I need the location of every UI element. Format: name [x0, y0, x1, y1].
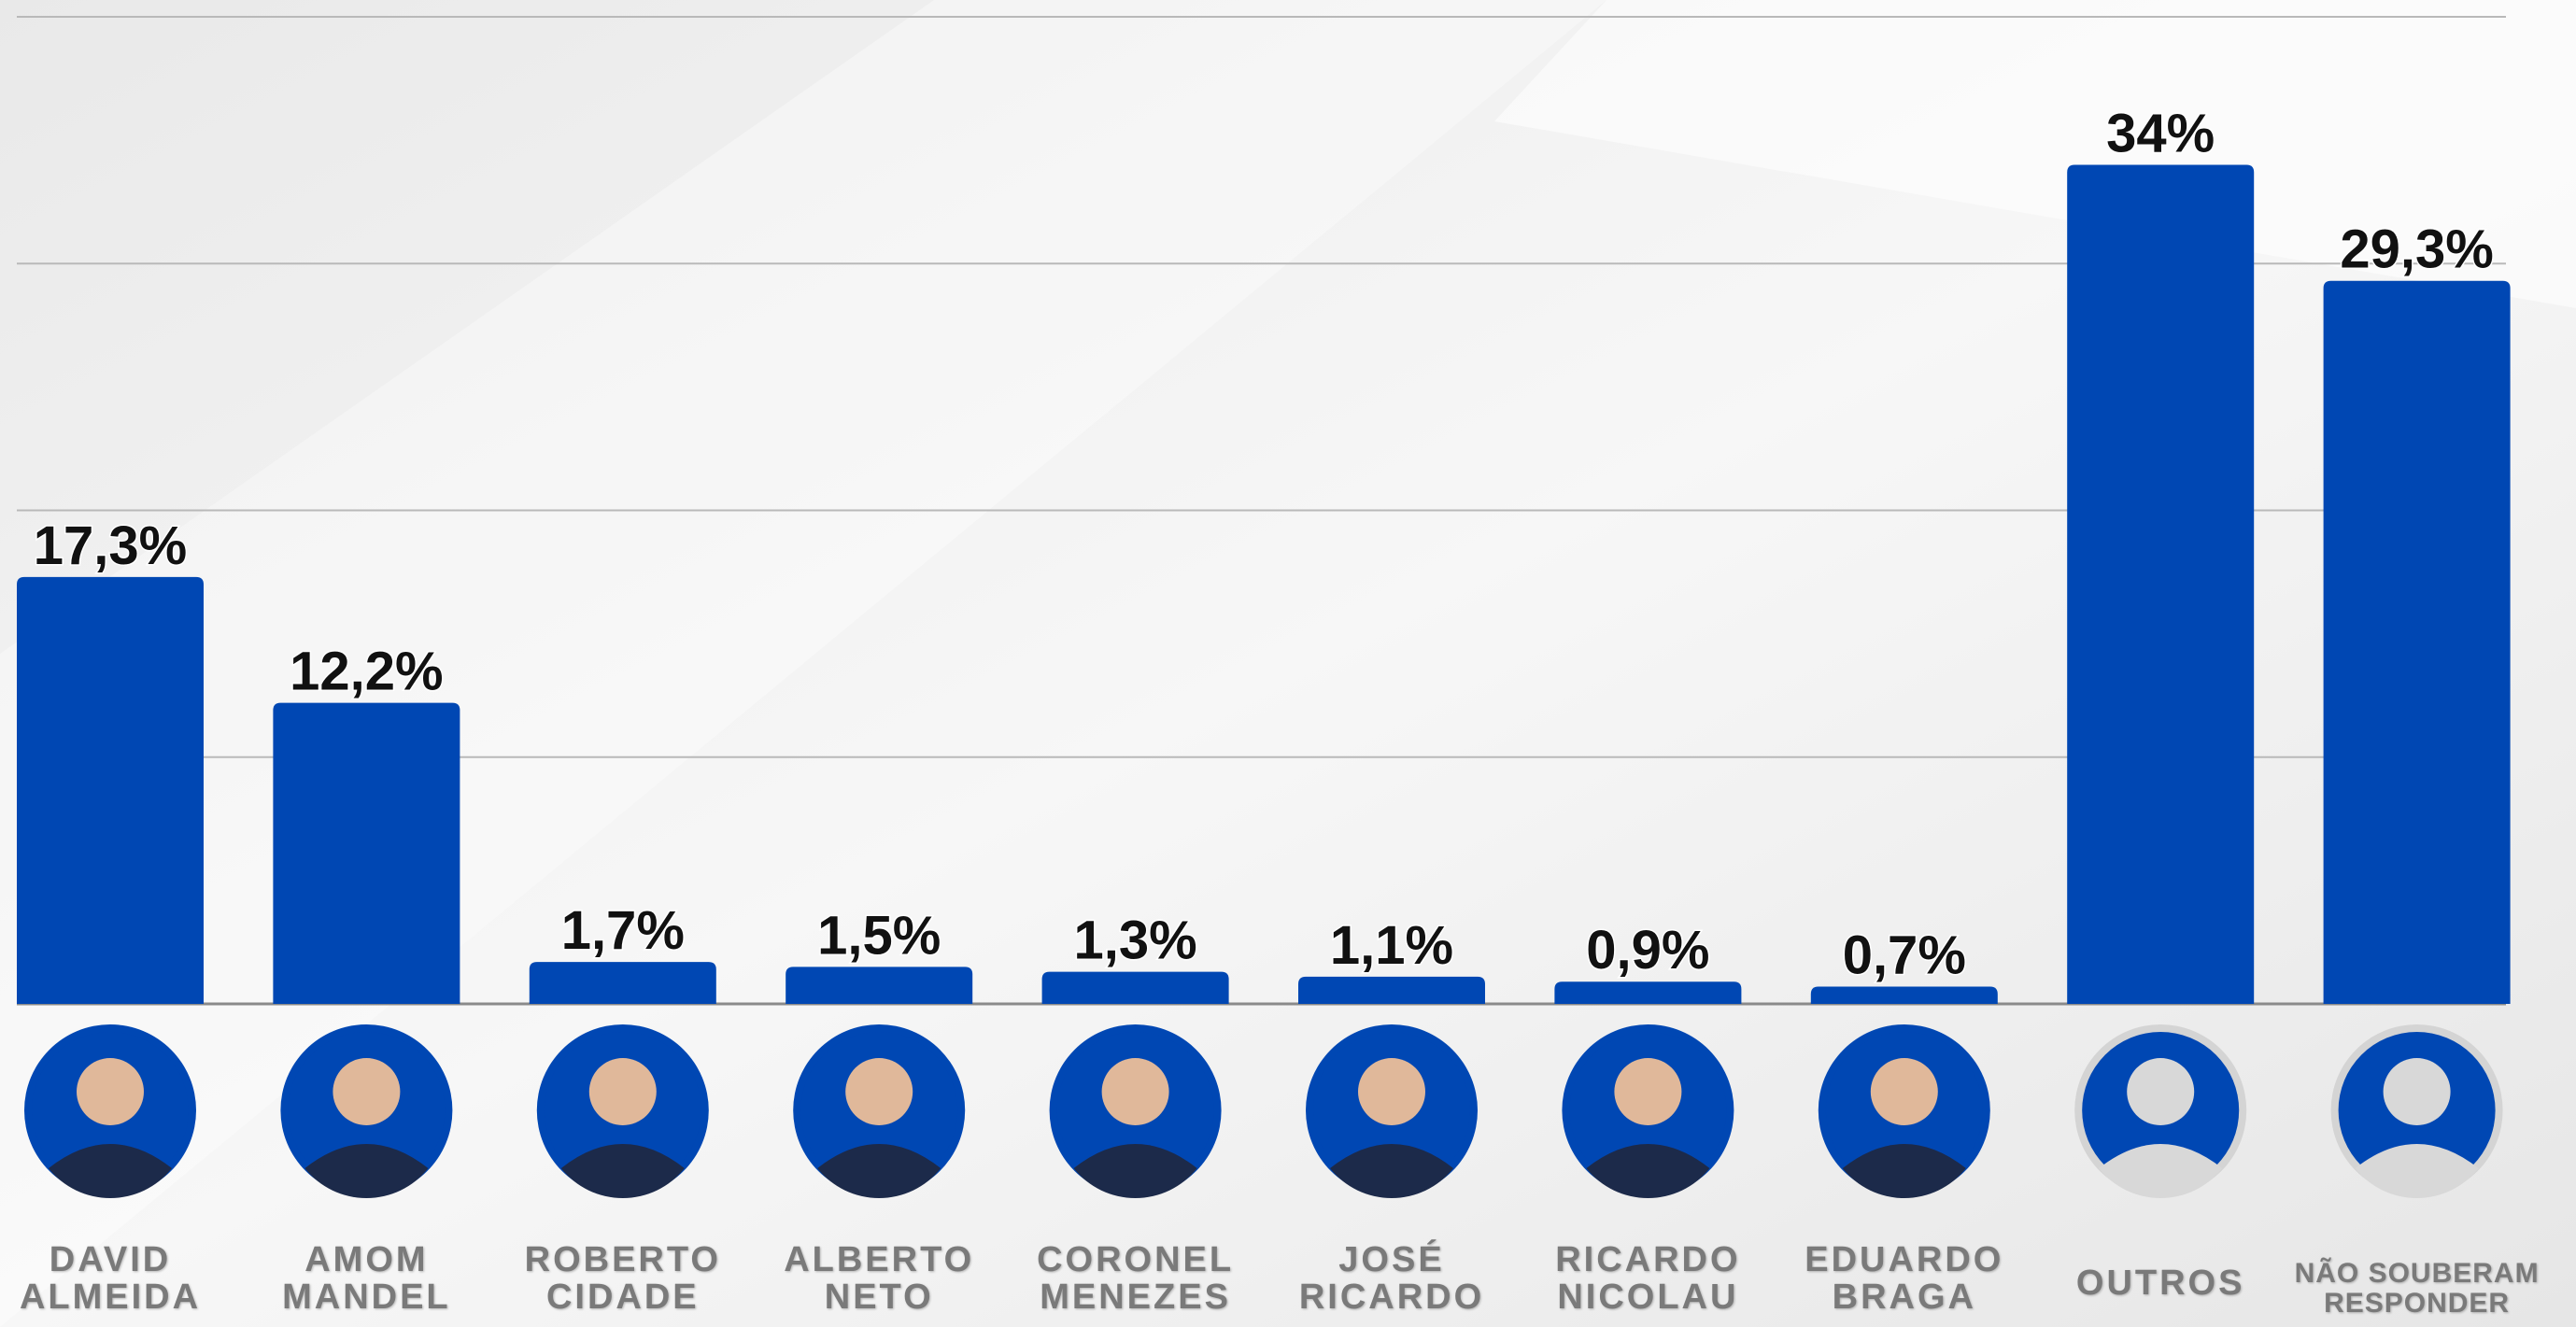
value-label: 0,7%	[1843, 925, 1966, 986]
portrait	[1049, 1024, 1222, 1199]
bar	[2323, 280, 2511, 1004]
value-label: 12,2%	[290, 642, 443, 702]
x-tick-label: EDUARDO BRAGA	[1805, 1240, 2004, 1317]
x-tick-label: DAVID ALMEIDA	[19, 1240, 202, 1317]
portrait	[1306, 1024, 1478, 1199]
portrait-head	[1870, 1058, 1938, 1125]
bar	[1298, 976, 1485, 1004]
portrait-head	[1614, 1058, 1682, 1125]
portrait-head	[77, 1058, 144, 1125]
bar	[1810, 986, 1998, 1004]
portrait	[24, 1024, 196, 1199]
x-tick-label: OUTROS	[2075, 1263, 2245, 1303]
portrait-body	[2355, 1144, 2479, 1199]
x-tick-label: CORONEL MENEZES	[1037, 1240, 1235, 1317]
x-tick-label: RICARDO NICOLAU	[1555, 1240, 1741, 1317]
bar	[786, 967, 973, 1004]
portrait	[1818, 1024, 1990, 1199]
value-label: 1,7%	[561, 900, 685, 961]
portrait	[793, 1024, 966, 1199]
portrait-head	[2383, 1058, 2451, 1125]
portrait-body	[1586, 1144, 1710, 1199]
bar	[17, 576, 204, 1004]
portrait-body	[49, 1144, 172, 1199]
value-label: 17,3%	[34, 515, 187, 576]
portrait	[1562, 1024, 1734, 1199]
value-label: 0,9%	[1586, 920, 1709, 981]
background-shape	[1494, 0, 2576, 308]
portrait-body	[1073, 1144, 1197, 1199]
portrait-body	[1842, 1144, 1966, 1199]
portrait-body	[2099, 1144, 2223, 1199]
bar	[2067, 164, 2255, 1005]
portrait	[536, 1024, 709, 1199]
portrait-head	[2127, 1058, 2195, 1125]
portrait-head	[333, 1058, 401, 1125]
x-tick-label: JOSÉ RICARDO	[1298, 1240, 1485, 1317]
value-label: 1,5%	[817, 905, 941, 966]
value-label: 1,3%	[1073, 911, 1196, 971]
bar	[273, 702, 460, 1004]
portrait-body	[817, 1144, 941, 1199]
value-label: 1,1%	[1330, 915, 1453, 976]
portrait-head	[588, 1058, 657, 1125]
x-tick-label: ALBERTO NETO	[784, 1240, 975, 1317]
bar	[1041, 971, 1229, 1004]
x-tick-label: ROBERTO CIDADE	[524, 1240, 721, 1317]
portrait	[2330, 1024, 2503, 1199]
x-tick-label: AMOM MANDEL	[282, 1240, 451, 1317]
bar	[529, 962, 716, 1004]
bar	[1554, 981, 1742, 1004]
portrait-body	[1330, 1144, 1453, 1199]
portrait-body	[304, 1144, 429, 1199]
portrait-head	[1101, 1058, 1169, 1125]
value-label: 34%	[2106, 104, 2215, 164]
portrait-head	[1358, 1058, 1425, 1125]
value-label: 29,3%	[2340, 219, 2493, 280]
portrait-head	[845, 1058, 913, 1125]
portrait-body	[560, 1144, 685, 1199]
portrait	[2074, 1024, 2247, 1199]
x-tick-label: NÃO SOUBERAM RESPONDER	[2294, 1258, 2540, 1319]
portrait	[280, 1024, 453, 1199]
